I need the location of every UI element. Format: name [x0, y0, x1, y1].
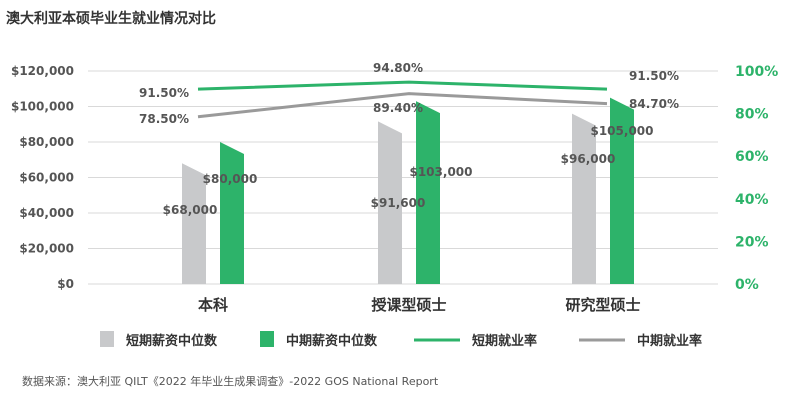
short-term-employment-line [197, 80, 608, 91]
short-term-salary-bar [182, 163, 206, 284]
label-layer: $68,000 $91,600 $96,000 $80,000 $103,000 $105… [139, 61, 679, 217]
right-tick-label: 40% [735, 192, 769, 208]
right-tick-label: 80% [735, 107, 769, 123]
mid-term-salary-label: $80,000 [203, 172, 258, 186]
left-tick-label: $20,000 [19, 242, 74, 256]
left-tick-label: $120,000 [11, 64, 74, 78]
left-tick-label: $60,000 [19, 171, 74, 185]
left-tick-label: $100,000 [11, 100, 74, 114]
mid-term-employment-line [197, 92, 608, 119]
right-tick-label: 100% [735, 64, 778, 80]
short-term-salary-bar [572, 113, 596, 284]
left-tick-label: $40,000 [19, 206, 74, 220]
category-label: 授课型硕士 [371, 296, 446, 314]
category-labels: 本科 授课型硕士 研究型硕士 [198, 296, 641, 314]
mid-term-salary-label: $103,000 [409, 165, 472, 179]
category-label: 研究型硕士 [565, 296, 640, 314]
left-axis-ticks: $0 $20,000 $40,000 $60,000 $80,000 $100,000 $1… [11, 64, 74, 291]
legend-label: 中期就业率 [637, 333, 702, 349]
legend: 短期薪资中位数 中期薪资中位数 短期就业率 中期就业率 [100, 331, 702, 349]
mid-term-employment-label: 89.40% [373, 101, 423, 115]
mid-term-salary-bar [220, 142, 244, 284]
right-tick-label: 60% [735, 149, 769, 165]
left-tick-label: $0 [57, 277, 74, 291]
short-term-employment-label: 91.50% [629, 69, 679, 83]
left-tick-label: $80,000 [19, 135, 74, 149]
short-term-salary-label: $96,000 [561, 152, 616, 166]
legend-label: 短期就业率 [472, 333, 537, 349]
line-layer [197, 80, 608, 119]
short-term-salary-bar [378, 121, 402, 284]
right-tick-label: 0% [735, 277, 759, 293]
legend-label: 短期薪资中位数 [126, 333, 218, 349]
right-tick-label: 20% [735, 234, 769, 250]
short-term-employment-label: 94.80% [373, 61, 423, 75]
short-term-employment-label: 91.50% [139, 86, 189, 100]
mid-term-salary-bar [416, 101, 440, 284]
source-note: 数据来源：澳大利亚 QILT《2022 年毕业生成果调查》-2022 GOS N… [22, 375, 439, 388]
legend-swatch [260, 331, 274, 347]
category-label: 本科 [198, 296, 228, 314]
legend-swatch [100, 331, 114, 347]
mid-term-salary-label: $105,000 [590, 124, 653, 138]
legend-label: 中期薪资中位数 [286, 333, 378, 349]
right-axis-ticks: 0% 20% 40% 60% 80% 100% [735, 64, 778, 293]
mid-term-employment-label: 84.70% [629, 97, 679, 111]
short-term-salary-label: $91,600 [371, 196, 426, 210]
mid-term-employment-label: 78.50% [139, 112, 189, 126]
chart-title: 澳大利亚本硕毕业生就业情况对比 [6, 11, 216, 27]
bar-layer [182, 97, 634, 284]
mid-term-salary-bar [610, 97, 634, 284]
short-term-salary-label: $68,000 [163, 203, 218, 217]
